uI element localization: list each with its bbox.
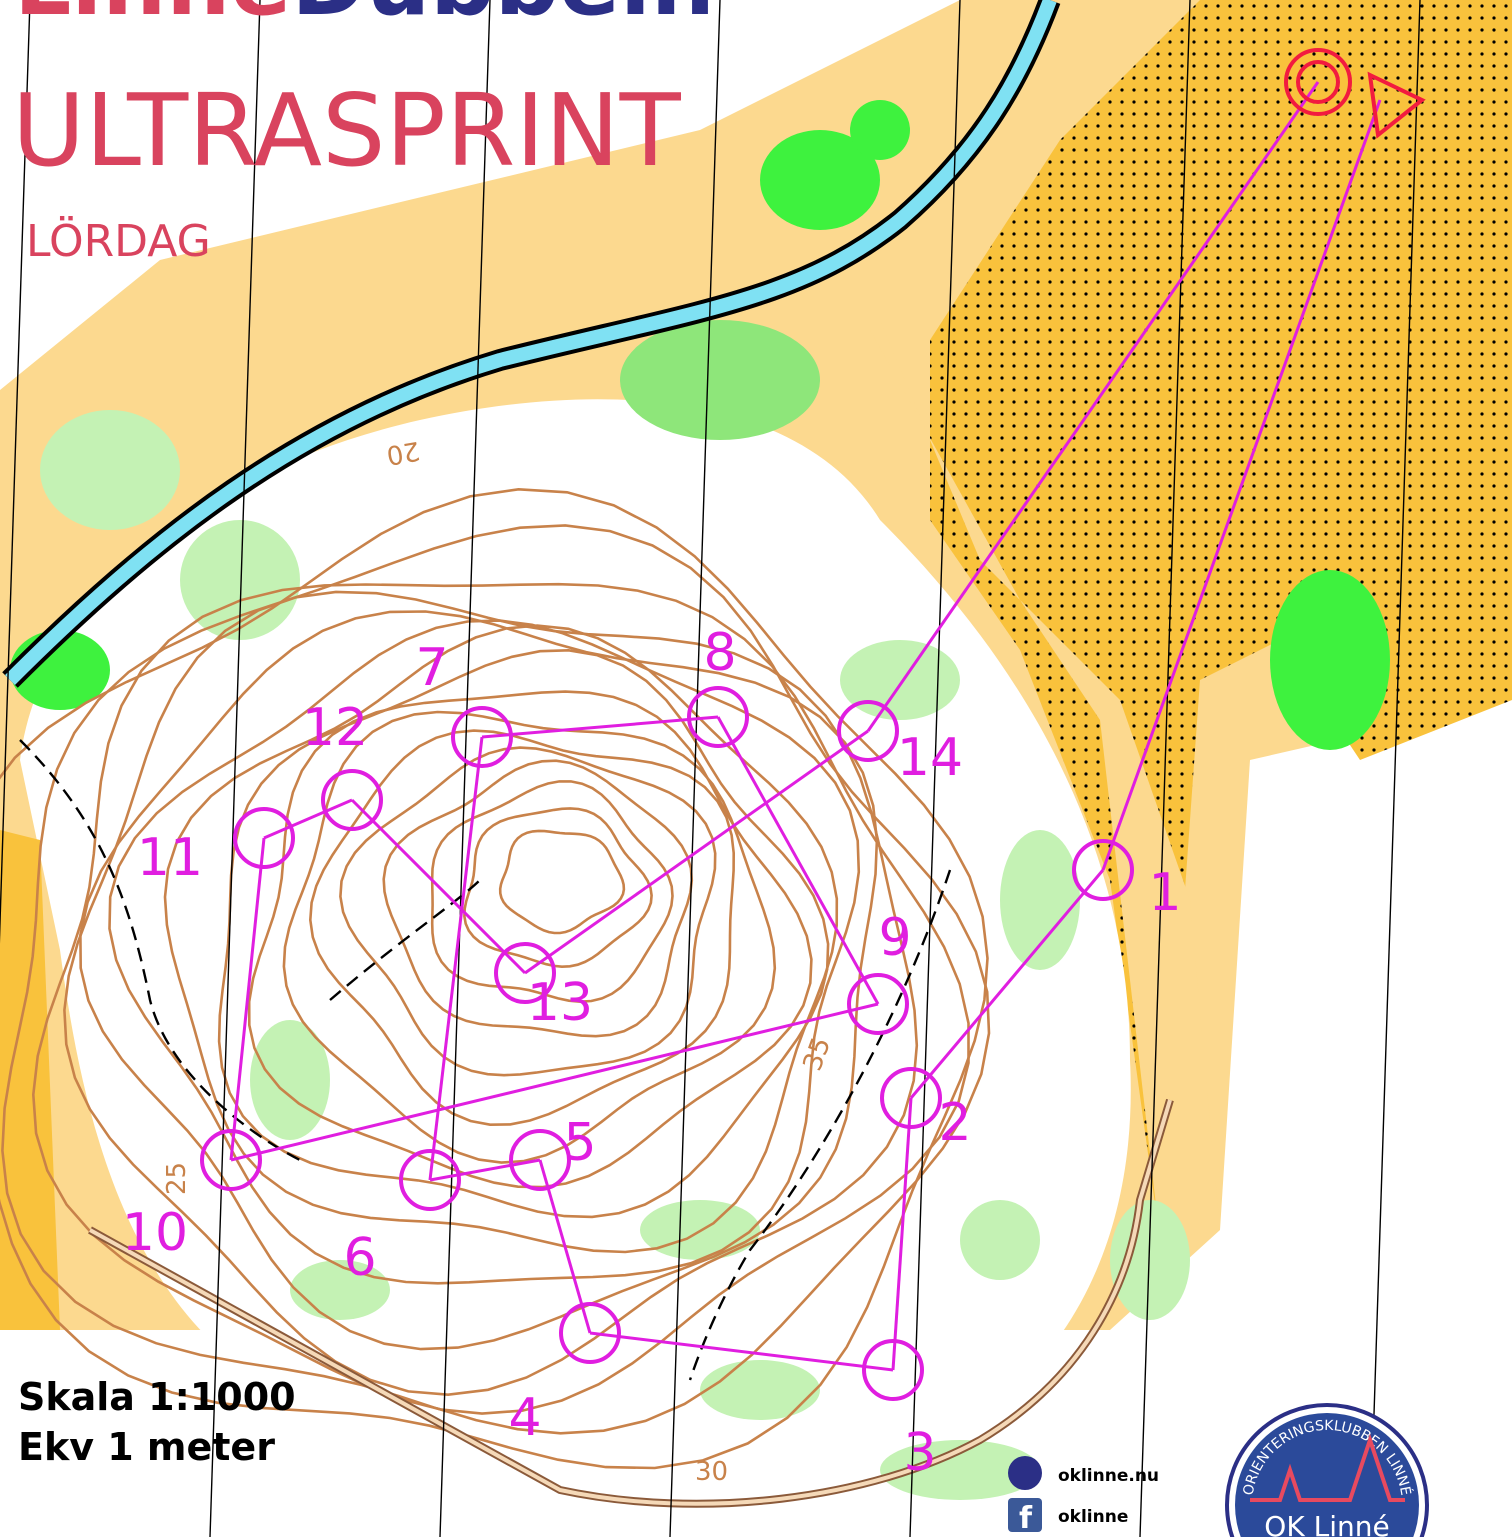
control-number: 10 — [122, 1203, 188, 1263]
control-number: 4 — [508, 1388, 541, 1448]
scale: Skala 1:1000 — [18, 1375, 296, 1419]
club-icon — [1008, 1456, 1042, 1490]
contour-label: 30 — [695, 1457, 728, 1487]
contour-label: 20 — [384, 435, 422, 470]
control-number: 13 — [527, 973, 593, 1033]
control-number: 11 — [137, 828, 203, 888]
control-number: 7 — [415, 638, 448, 698]
contour-label: 25 — [162, 1162, 192, 1195]
control-number: 9 — [878, 908, 911, 968]
facebook-f: f — [1019, 1501, 1033, 1536]
contour-interval: Ekv 1 meter — [18, 1425, 275, 1469]
control-number: 1 — [1148, 863, 1181, 923]
website: oklinne.nu — [1058, 1466, 1159, 1486]
control-number: 14 — [897, 728, 963, 788]
control-number: 3 — [903, 1423, 936, 1483]
orienteering-map: 1234567891011121314 LinneDubbeln ULTRASP… — [0, 0, 1512, 1537]
subtitle: ULTRASPRINT — [12, 72, 682, 189]
control-number: 6 — [343, 1228, 376, 1288]
club-name: OK Linné — [1264, 1510, 1389, 1537]
title-part: Dubbeln — [291, 0, 715, 36]
control-number: 5 — [563, 1113, 596, 1173]
title-part: Linne — [14, 0, 291, 36]
day: LÖRDAG — [26, 215, 211, 267]
control-number: 8 — [703, 623, 736, 683]
facebook-handle: oklinne — [1058, 1507, 1128, 1527]
control-number: 12 — [302, 698, 368, 758]
event-title: LinneDubbeln — [14, 0, 715, 36]
control-number: 2 — [938, 1093, 971, 1153]
page: {"header": {"title_part1": "Linne", "tit… — [0, 0, 1512, 1537]
